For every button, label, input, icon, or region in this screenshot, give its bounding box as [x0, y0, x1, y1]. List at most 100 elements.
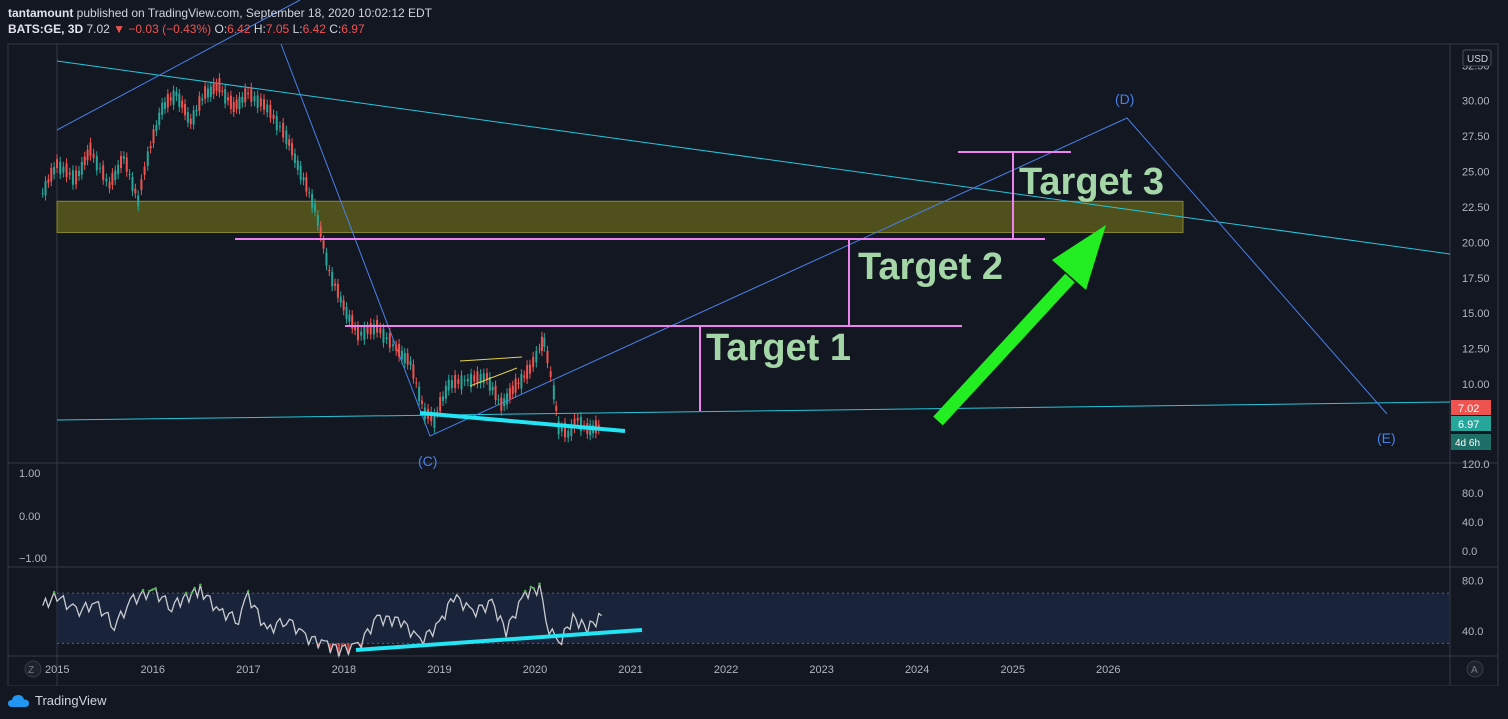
candle-body — [466, 378, 469, 382]
candle-body — [83, 156, 86, 166]
target-1-label: Target 1 — [706, 327, 851, 369]
candle-body — [172, 90, 175, 105]
candle-body — [282, 122, 285, 138]
candle-body — [392, 344, 395, 347]
candle-body — [532, 356, 535, 367]
candle-body — [128, 173, 131, 175]
candle-body — [206, 88, 209, 98]
candle-body — [316, 215, 319, 227]
osc-left-tick: −1.00 — [19, 553, 47, 565]
candle-body — [528, 364, 531, 374]
candle-body — [439, 397, 442, 412]
time-tick-label: 2016 — [141, 664, 165, 676]
osc-right-tick: 40.0 — [1462, 517, 1483, 529]
candle-body — [388, 333, 391, 348]
auto-scale-button-label: A — [1471, 665, 1478, 676]
time-tick-label: 2017 — [236, 664, 260, 676]
candle-body — [131, 177, 134, 192]
footer-bar: TradingView — [0, 686, 1508, 719]
price-tick-label: 15.00 — [1462, 308, 1490, 320]
candle-body — [235, 99, 238, 109]
candle-body — [395, 345, 398, 351]
candle-body — [444, 385, 447, 399]
open-label: O: — [214, 22, 228, 36]
candle-body — [198, 96, 201, 111]
candle-body — [189, 118, 192, 125]
symbol-info: BATS:GE, 3D 7.02 ▼ −0.03 (−0.43%) O:6.42… — [8, 22, 365, 36]
rsi-overbought-mark — [141, 588, 145, 592]
candle-body — [557, 421, 560, 435]
symbol-name[interactable]: BATS:GE, 3D — [8, 22, 84, 36]
candle-body — [488, 377, 491, 391]
author-name[interactable]: tantamount — [8, 6, 74, 20]
candle-body — [155, 125, 158, 132]
candle-body — [421, 400, 424, 404]
target-2-label: Target 2 — [858, 246, 1003, 288]
candle-body — [117, 164, 120, 175]
candle-body — [549, 371, 552, 377]
candle-body — [454, 375, 457, 388]
candle-body — [470, 373, 473, 388]
candle-body — [311, 194, 314, 209]
low-label: L: — [292, 22, 303, 36]
candle-body — [334, 283, 337, 286]
candle-body — [430, 411, 433, 421]
candle-body — [418, 386, 421, 402]
candle-body — [313, 203, 316, 212]
candle-body — [181, 100, 184, 109]
price-tick-label: 10.00 — [1462, 379, 1490, 391]
candle-body — [546, 350, 549, 364]
wave-line-a — [56, 0, 301, 131]
tradingview-cloud-icon — [8, 694, 29, 707]
rsi-tick-label: 40.0 — [1462, 626, 1483, 638]
candle-body — [379, 327, 382, 334]
zoom-button-label: Z — [28, 665, 34, 676]
candle-body — [53, 167, 56, 175]
lower-trendline — [56, 401, 1451, 421]
candle-body — [169, 97, 172, 101]
candle-body — [204, 86, 207, 99]
candle-body — [47, 179, 50, 183]
rsi-tick-label: 80.0 — [1462, 576, 1483, 588]
candle-body — [250, 87, 253, 102]
candle-body — [570, 424, 573, 436]
tradingview-logo[interactable]: TradingView — [8, 693, 107, 708]
candle-body — [543, 337, 546, 347]
candle-body — [50, 167, 53, 182]
currency-box — [1462, 49, 1492, 67]
brand-name: TradingView — [35, 693, 107, 708]
candle-body — [108, 181, 111, 189]
target-3-label: Target 3 — [1019, 161, 1164, 203]
candle-body — [400, 350, 403, 360]
candle-body — [275, 116, 278, 131]
candle-body — [339, 296, 342, 303]
candle-body — [224, 89, 227, 104]
candle-body — [342, 300, 345, 311]
countdown-label: 4d 6h — [1455, 438, 1480, 449]
candle-body — [476, 371, 479, 384]
candle-body — [564, 422, 567, 438]
candle-body — [92, 153, 95, 158]
rsi-overbought-mark — [151, 588, 154, 591]
candle-body — [538, 348, 541, 350]
time-tick-label: 2026 — [1096, 664, 1120, 676]
candle-body — [473, 375, 476, 382]
time-tick-label: 2020 — [523, 664, 547, 676]
candle-body — [356, 326, 359, 341]
candle-body — [328, 269, 331, 272]
price-tick-label: 30.00 — [1462, 96, 1490, 108]
candle-body — [232, 101, 235, 112]
candle-body — [302, 177, 305, 181]
candle-body — [71, 170, 74, 185]
candle-body — [403, 352, 406, 364]
candle-body — [463, 380, 466, 382]
last-price-tag — [1451, 400, 1491, 415]
candle-body — [149, 145, 152, 149]
price-tick-label: 17.50 — [1462, 273, 1490, 285]
candle-body — [114, 170, 117, 181]
candle-body — [450, 380, 453, 389]
candle-body — [366, 326, 369, 334]
candle-body — [457, 379, 460, 384]
candle-body — [184, 103, 187, 116]
